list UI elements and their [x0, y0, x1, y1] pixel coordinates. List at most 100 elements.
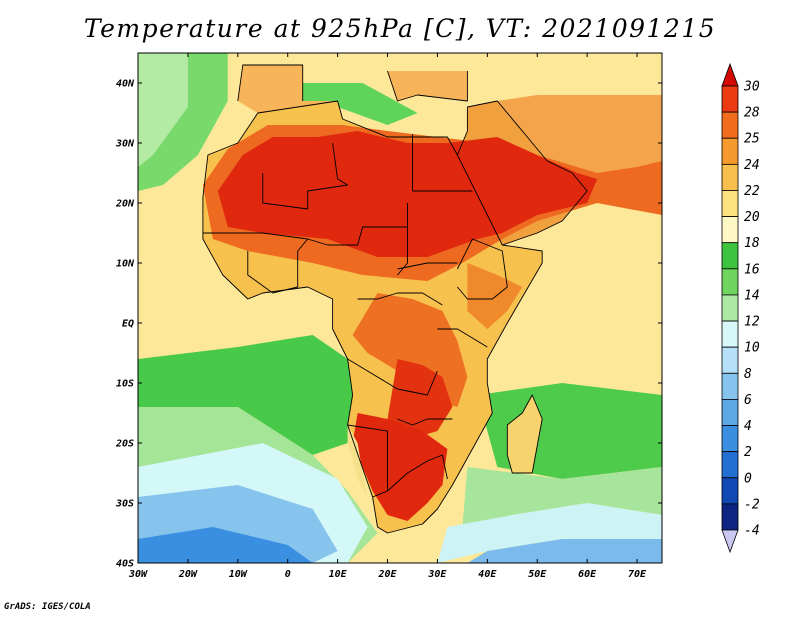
colorbar-box	[721, 425, 739, 453]
region-indian-ocean-light	[462, 467, 662, 527]
colorbar-box	[721, 190, 739, 217]
colorbar-box	[721, 294, 739, 322]
boundary-border-algeria-libya	[332, 142, 348, 186]
colorbar-box	[721, 451, 739, 479]
boundary-border-west-africa	[247, 238, 309, 294]
lon-tick-label: 0	[285, 569, 291, 580]
colorbar-level-label: 28	[744, 106, 760, 121]
lat-tick-label: 10N	[116, 259, 135, 270]
lat-tick-label: 40S	[116, 559, 134, 570]
colorbar-box	[721, 503, 739, 531]
lat-tick-label: 30S	[115, 499, 134, 510]
lon-tick-label: 20E	[377, 569, 397, 580]
lon-tick-label: 10W	[229, 569, 248, 580]
boundary-border-sahel	[202, 226, 408, 246]
region-balkans-anatolia	[387, 71, 468, 101]
colorbar-box	[721, 477, 739, 505]
boundary-border-zambia-zim	[397, 418, 453, 426]
colorbar-box	[721, 242, 739, 270]
lon-tick-label: 70E	[628, 569, 647, 580]
region-indian-ocean-blue	[467, 539, 662, 563]
region-indian-ocean-cyan	[437, 503, 662, 563]
region-indian-ocean-green	[477, 383, 662, 479]
colorbar-box	[721, 346, 739, 374]
temperature-field	[138, 53, 662, 563]
colorbar-level-label: 30	[743, 80, 760, 95]
colorbar-level-label: -2	[744, 497, 760, 512]
region-middle-east-asia	[467, 95, 662, 191]
colorbar-level-label: 2	[744, 445, 752, 460]
boundary-border-sudan-ssudan	[397, 262, 458, 270]
boundary-border-namibia	[347, 424, 388, 491]
region-iberia-maghreb	[237, 65, 338, 113]
region-south-atlantic-deep-blue	[138, 527, 313, 563]
region-sahara-red	[217, 131, 598, 257]
colorbar-level-label: 24	[744, 158, 760, 173]
colorbar-box	[721, 216, 739, 244]
lat-tick-label: 20N	[115, 199, 135, 210]
lat-tick-label: 40N	[116, 79, 135, 90]
boundary-border-ethiopia	[456, 238, 508, 300]
boundary-border-chad-sudan	[397, 203, 408, 276]
colorbar-box	[721, 399, 739, 426]
colorbar-level-label: 25	[744, 132, 760, 147]
region-south-atlantic-green	[138, 335, 358, 455]
boundary-madagascar-coastline	[506, 394, 543, 474]
colorbar-level-label: 20	[744, 210, 760, 225]
colorbar-level-label: 16	[744, 262, 760, 277]
lon-tick-label: 30E	[427, 569, 447, 580]
boundary-border-mali-algeria	[262, 173, 348, 210]
map-boundaries	[202, 64, 588, 534]
colorbar-level-label: 8	[744, 367, 752, 382]
colorbar-level-label: 10	[744, 341, 760, 356]
colorbar-upper-arrow	[721, 62, 739, 87]
boundary-arabia-coastline	[456, 100, 588, 246]
grads-credit: GrADS: IGES/COLA	[4, 602, 91, 612]
region-madagascar	[507, 395, 543, 473]
map-frame	[137, 52, 663, 564]
colorbar-level-label: 18	[744, 236, 760, 251]
region-southern-africa-red	[352, 413, 448, 521]
lon-tick-label: 30W	[128, 569, 148, 580]
region-horn-orange	[467, 263, 523, 329]
lat-tick-label: 10S	[116, 379, 134, 390]
colorbar-level-label: 22	[744, 184, 760, 199]
lon-tick-label: 20W	[178, 569, 198, 580]
boundary-border-drc-north	[357, 292, 443, 306]
colorbar-level-label: 4	[744, 419, 752, 434]
boundary-balkans-coastline	[387, 70, 468, 102]
colorbar-level-label: 0	[744, 471, 752, 486]
colorbar-lower-arrow	[721, 529, 739, 554]
colorbar-level-label: 14	[744, 288, 760, 303]
colorbar-box	[721, 372, 739, 400]
lon-tick-label: 40E	[478, 569, 497, 580]
boundary-border-east-africa	[437, 328, 488, 348]
colorbar-box	[721, 137, 739, 165]
lat-tick-label: EQ	[122, 319, 134, 330]
colorbar-box	[721, 268, 739, 296]
colorbar-box	[721, 163, 739, 191]
chart-title: Temperature at 925hPa [C], VT: 202109121…	[83, 14, 717, 43]
boundary-africa-coastline	[202, 100, 543, 534]
colorbar-box	[721, 111, 739, 139]
colorbar-box	[721, 85, 739, 113]
colorbar-level-label: -4	[744, 524, 760, 539]
lat-tick-label: 30N	[115, 139, 135, 150]
lon-tick-label: 60E	[578, 569, 597, 580]
boundary-border-drc-south	[347, 358, 438, 396]
lon-tick-label: 10E	[329, 569, 348, 580]
region-central-south-red	[387, 359, 453, 437]
colorbar-level-label: 12	[744, 315, 760, 330]
lat-tick-label: 20S	[115, 439, 134, 450]
colorbar-box	[721, 320, 739, 348]
region-namib-coast-yellow	[347, 425, 368, 497]
lon-tick-label: 50E	[528, 569, 547, 580]
colorbar-level-label: 6	[744, 393, 752, 408]
region-mediterranean-green	[287, 83, 418, 125]
boundary-iberia-coastline	[237, 64, 304, 102]
region-north-atlantic-light	[138, 53, 188, 167]
boundary-border-south-africa	[372, 454, 448, 498]
